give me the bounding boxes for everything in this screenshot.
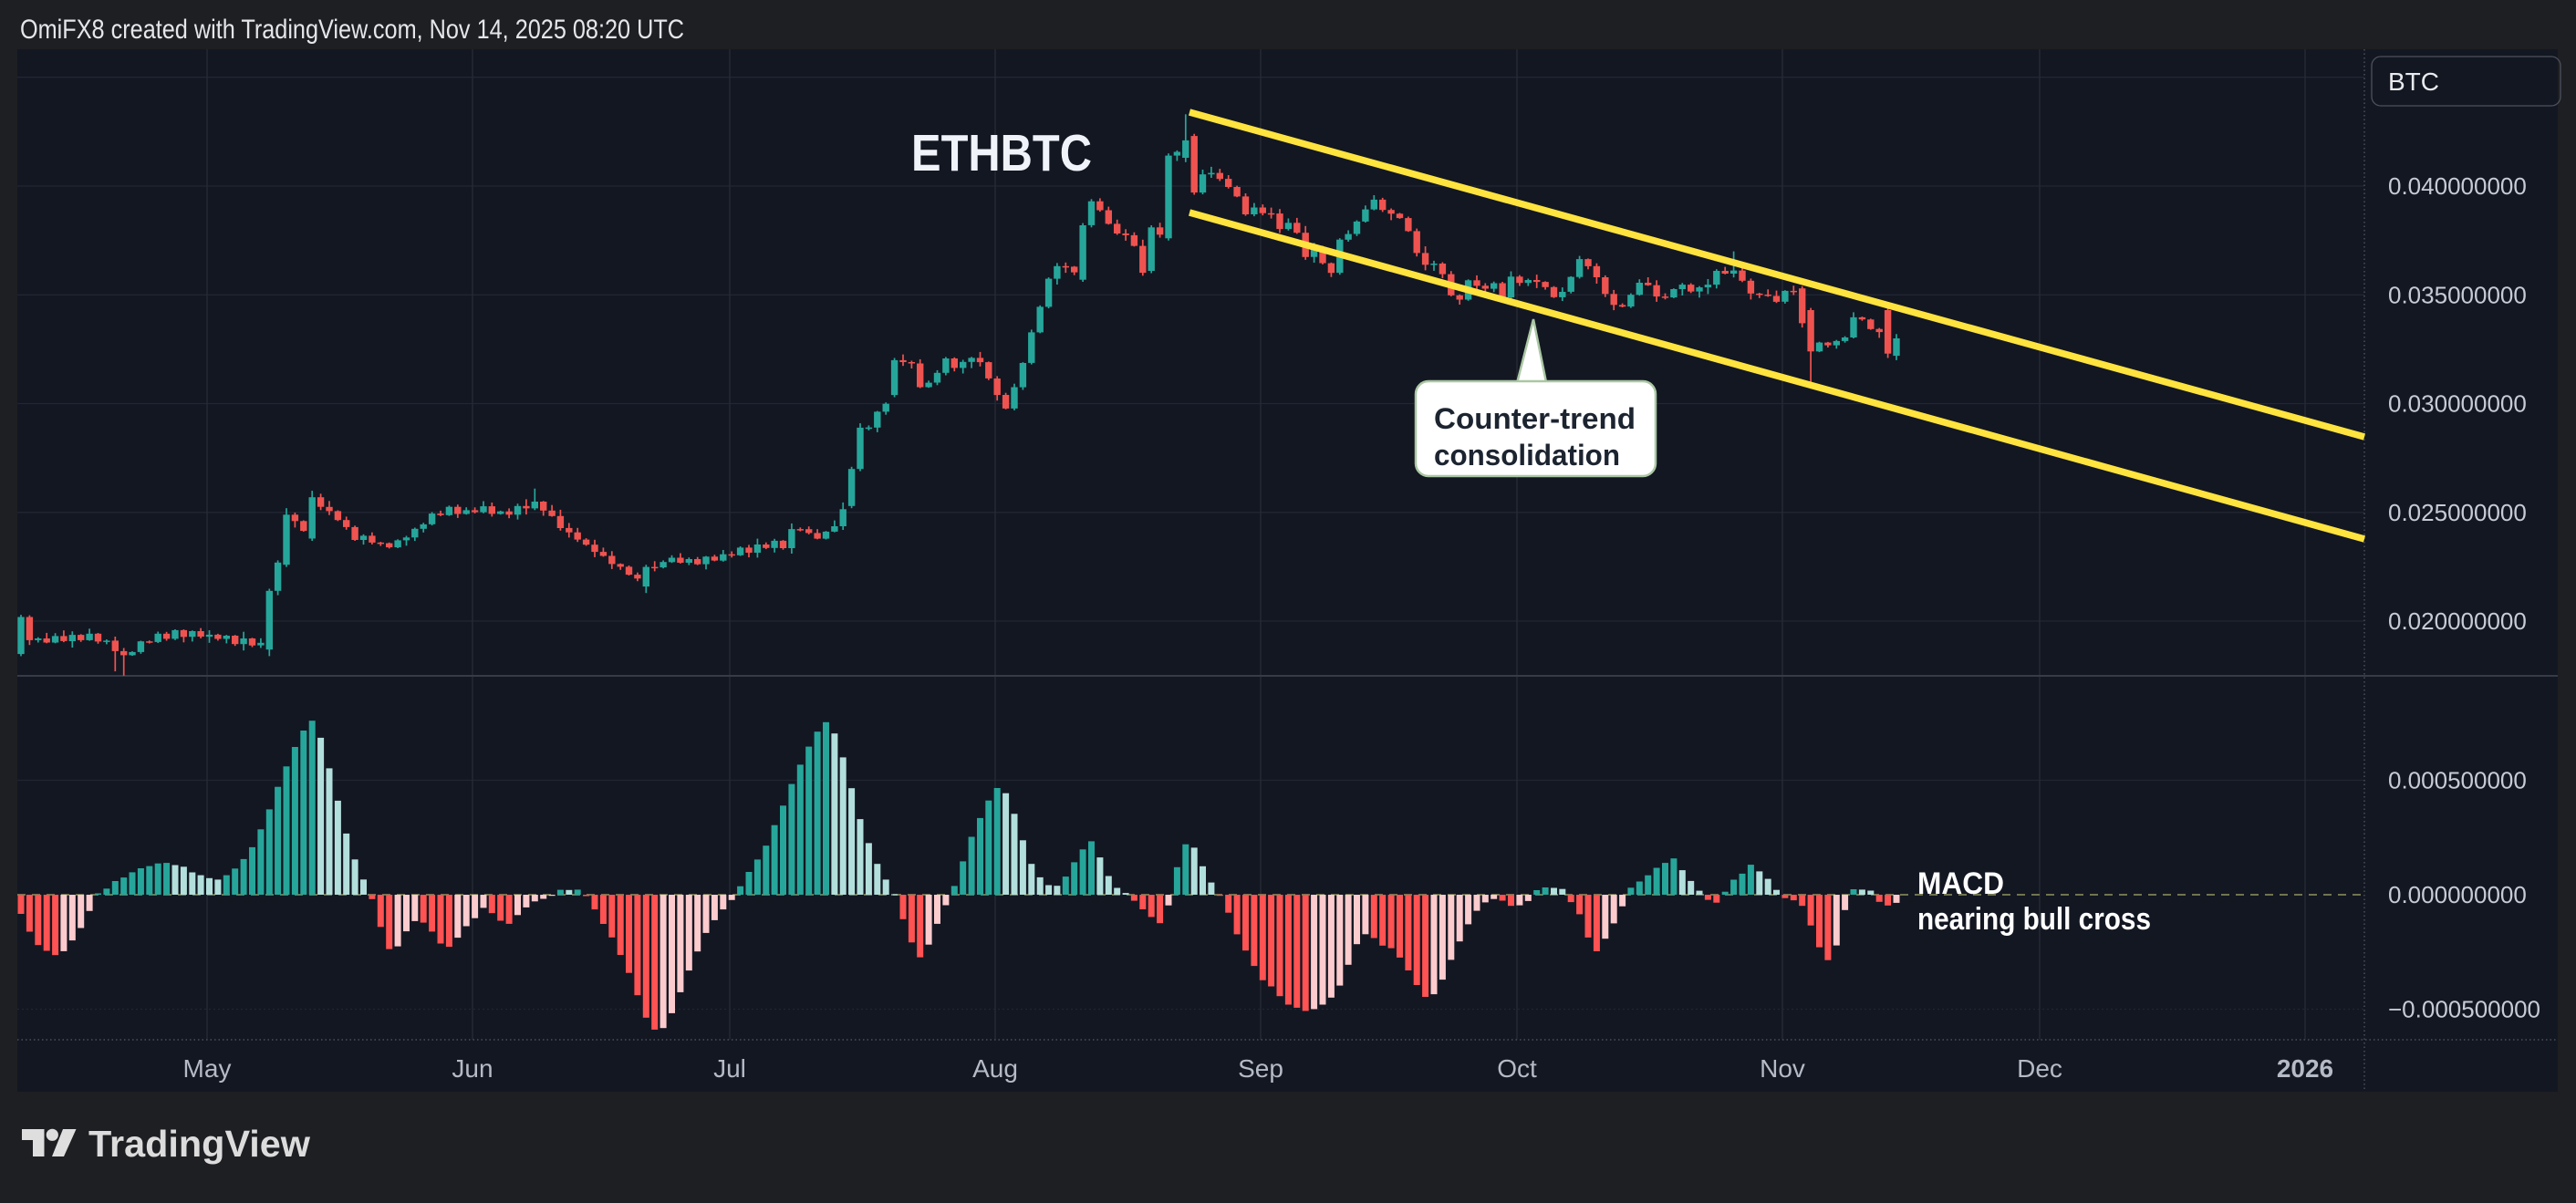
svg-text:Jun: Jun	[452, 1054, 493, 1083]
svg-text:Counter-trend: Counter-trend	[1434, 402, 1636, 435]
svg-text:TradingView: TradingView	[88, 1123, 310, 1165]
svg-text:−0.000500000: −0.000500000	[2388, 996, 2540, 1023]
svg-text:Jul: Jul	[713, 1054, 746, 1083]
svg-text:nearing bull cross: nearing bull cross	[1917, 902, 2151, 937]
svg-text:0.025000000: 0.025000000	[2388, 499, 2527, 526]
svg-text:consolidation: consolidation	[1434, 439, 1620, 472]
svg-text:2026: 2026	[2277, 1054, 2333, 1083]
svg-text:0.020000000: 0.020000000	[2388, 607, 2527, 635]
svg-text:Aug: Aug	[972, 1054, 1018, 1083]
svg-text:ETHBTC: ETHBTC	[911, 124, 1092, 182]
svg-text:MACD: MACD	[1917, 866, 2004, 901]
svg-text:0.000500000: 0.000500000	[2388, 767, 2527, 794]
svg-text:0.030000000: 0.030000000	[2388, 390, 2527, 418]
svg-text:0.040000000: 0.040000000	[2388, 172, 2527, 200]
svg-text:Oct: Oct	[1497, 1054, 1537, 1083]
svg-text:Nov: Nov	[1760, 1054, 1805, 1083]
svg-text:Dec: Dec	[2017, 1054, 2062, 1083]
svg-text:OmiFX8 created with TradingVie: OmiFX8 created with TradingView.com, Nov…	[20, 15, 684, 45]
svg-text:Sep: Sep	[1238, 1054, 1283, 1083]
svg-text:0.000000000: 0.000000000	[2388, 881, 2527, 908]
svg-text:May: May	[183, 1054, 232, 1083]
svg-text:0.035000000: 0.035000000	[2388, 281, 2527, 308]
svg-text:BTC: BTC	[2388, 67, 2439, 96]
